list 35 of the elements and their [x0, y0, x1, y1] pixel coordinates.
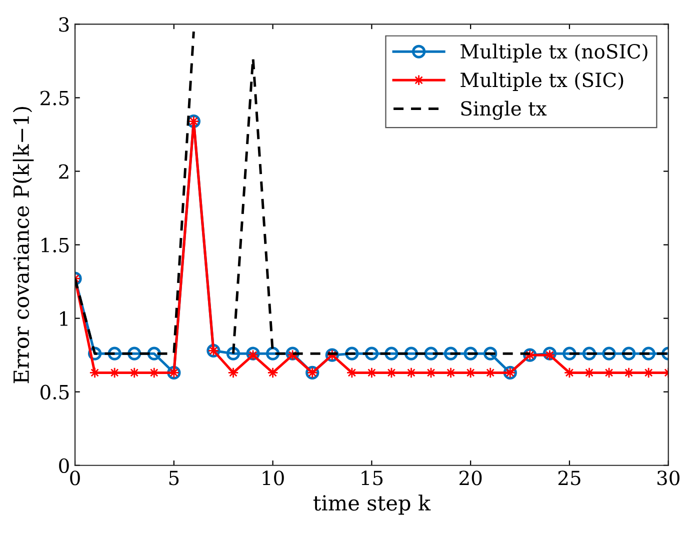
point: [444, 346, 458, 360]
legend-label: Multiple tx (noSIC): [460, 44, 648, 62]
x-tick-label: 30: [657, 470, 680, 486]
point: [345, 346, 359, 360]
point: [562, 346, 576, 360]
y-tick-label: 1.5: [42, 238, 69, 252]
x-tick-label: 25: [558, 470, 580, 486]
legend-label: Single tx: [461, 100, 547, 120]
point: [542, 346, 556, 360]
point: [246, 346, 260, 360]
point: [364, 346, 378, 360]
y-tick-label: 2.5: [40, 90, 69, 106]
x-tick-label: 10: [262, 470, 284, 486]
x-tick-label: 20: [460, 470, 482, 486]
y-axis-title: Error covariance P(k|k−1): [12, 106, 34, 384]
y-tick-label: 1: [60, 311, 68, 326]
point: [602, 346, 616, 360]
point: [484, 346, 498, 360]
x-tick-label: 5: [169, 470, 179, 486]
y-tick-label: 0: [59, 458, 69, 474]
x-tick-label: 15: [362, 470, 383, 486]
point: [424, 346, 438, 360]
y-tick-label: 2: [59, 164, 68, 179]
point: [622, 346, 636, 360]
y-tick-label: 3: [59, 17, 69, 32]
legend-label: Multiple tx (SIC): [460, 72, 624, 92]
x-axis-title: time step k: [313, 494, 431, 515]
point: [384, 346, 398, 360]
y-tick-label: 0.5: [40, 384, 69, 400]
x-tick-label: 0: [70, 470, 80, 486]
point: [108, 346, 122, 360]
point: [464, 346, 478, 360]
point: [582, 346, 596, 360]
point: [226, 346, 240, 360]
point: [642, 346, 656, 360]
